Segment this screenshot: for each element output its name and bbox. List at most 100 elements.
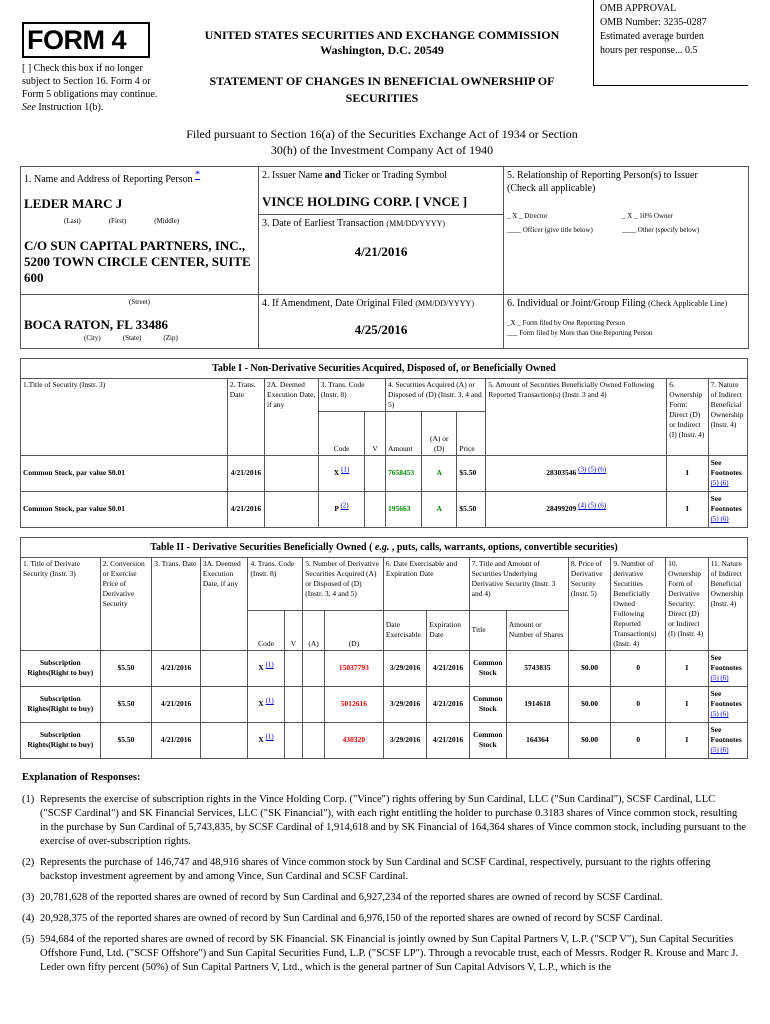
box1-address: (Last) (First) (Middle) C/O SUN CAPITAL PAR… — [20, 214, 259, 295]
footnote-link[interactable]: (5) (6) — [710, 674, 729, 682]
col-dprice: 8. Price of Derivative Security (Instr. … — [567, 556, 612, 651]
box2-label-b: Ticker or Trading Symbol — [343, 170, 448, 181]
box6: 6. Individual or Joint/Group Filing (Che… — [503, 293, 749, 349]
box1: 1. Name and Address of Reporting Person … — [20, 166, 259, 214]
table-row: Subscription Rights(Right to buy) $5.50 4/… — [20, 685, 748, 723]
amendment-date: 4/25/2016 — [354, 321, 408, 337]
footnote-link[interactable]: (2) — [340, 501, 349, 510]
col-form: 10. Ownership Form of Derivative Securit… — [665, 556, 709, 651]
sub-v: V — [364, 410, 386, 456]
box1-label: 1. Name and Address of Reporting Person — [24, 174, 193, 185]
see-text: See — [22, 102, 36, 113]
col-owned: 9. Number of derivative Securities Benef… — [610, 556, 667, 651]
sub-exercisable: Date Exercisable — [382, 609, 428, 651]
derivative-title: Subscription Rights(Right to buy) — [20, 685, 101, 723]
deemed-date — [264, 454, 319, 492]
col-code: 4. Trans. Code (Instr. 8) — [247, 556, 304, 611]
filed-pursuant: Filed pursuant to Section 16(a) of the S… — [186, 127, 578, 157]
first-label: (First) — [108, 217, 127, 225]
derivative-title: Subscription Rights(Right to buy) — [20, 721, 101, 759]
footnote-link[interactable]: (1) — [341, 465, 350, 474]
box6-sub: (Check Applicable Line) — [648, 298, 728, 308]
a-or-d: A — [421, 490, 458, 528]
omb-approval: OMB APPROVAL OMB Number: 3235-0287 Estimat… — [593, 0, 748, 86]
acquired-cell — [302, 721, 325, 759]
table-row: Common Stock, par value $0.01 4/21/2016 X … — [20, 454, 749, 492]
col-form: 6. Ownership Form: Direct (D) or Indirec… — [666, 377, 709, 456]
section16-note: [ ] Check this box if no longer subject … — [22, 62, 172, 114]
col-date: 2. Trans. Date — [226, 377, 266, 456]
omb-line: hours per response... 0.5 — [600, 45, 698, 56]
sub-expiration: Expiration Date — [426, 609, 470, 651]
v-cell — [364, 454, 386, 492]
footnote-number: (4) — [22, 912, 35, 924]
footnote-link[interactable]: (5) (6) — [710, 746, 729, 754]
deemed-date — [199, 685, 249, 723]
officer-check[interactable]: ____ Officer (give title below) — [507, 226, 593, 234]
title-eg: e.g. — [374, 541, 390, 553]
derivative-price: $0.00 — [567, 721, 612, 759]
trans-date: 4/21/2016 — [151, 721, 201, 759]
col-date: 3. Trans. Date — [151, 556, 201, 651]
box5: 5. Relationship of Reporting Person(s) t… — [503, 166, 749, 295]
footnote: (4) 20,928,375 of the reported shares are… — [22, 912, 748, 926]
footnote-link[interactable]: (1) — [265, 660, 274, 669]
footnote-link[interactable]: (4) (5) (6) — [578, 501, 607, 510]
deemed-date — [199, 721, 249, 759]
footnote: (3) 20,781,628 of the reported shares are… — [22, 891, 748, 905]
table2-title: Table II - Derivative Securities Benefic… — [20, 536, 748, 558]
v-cell — [364, 490, 386, 528]
expiration-date: 4/21/2016 — [426, 721, 470, 759]
other-check[interactable]: ____ Other (specify below) — [622, 226, 700, 234]
statement-title: STATEMENT OF CHANGES IN BENEFICIAL OWNER… — [209, 74, 555, 105]
footnote-link[interactable]: (5) (6) — [710, 710, 729, 718]
sub-aord: (A) or (D) — [421, 410, 458, 456]
date-exercisable: 3/29/2016 — [382, 649, 428, 687]
more-person-check[interactable]: ___ Form filed by More than One Reportin… — [507, 328, 653, 337]
nature: See Footnotes — [710, 458, 742, 477]
v-cell — [283, 721, 304, 759]
exercise-price: $5.50 — [99, 685, 153, 723]
sub-code: Code — [247, 609, 285, 651]
middle-label: (Middle) — [154, 217, 180, 225]
col-exercisable: 6. Date Exercisable and Expiration Date — [382, 556, 470, 611]
omb-line: Estimated average burden — [600, 31, 704, 42]
ten-percent-owner-check[interactable]: _ X _ 10% Owner — [622, 212, 673, 220]
director-check[interactable]: _ X _ Director — [507, 212, 548, 220]
footnote-number: (2) — [22, 856, 35, 868]
footnote-number: (5) — [22, 933, 35, 945]
amount: 195663 — [384, 490, 423, 528]
agency-location: Washington, D.C. 20549 — [320, 43, 444, 57]
table1-title: Table I - Non-Derivative Securities Acqu… — [20, 357, 748, 379]
omb-line: OMB APPROVAL — [600, 3, 677, 14]
amount-owned: 28499209 — [546, 504, 577, 513]
one-person-check[interactable]: _X _ Form filed by One Reporting Person — [507, 318, 626, 327]
footnote-link[interactable]: (3) (5) (6) — [578, 465, 607, 474]
ownership-form: I — [666, 490, 709, 528]
ownership-form: I — [666, 454, 709, 492]
footnote-text: 20,928,375 of the reported shares are ow… — [40, 912, 663, 924]
ownership-form: I — [665, 649, 709, 687]
exercise-price: $5.50 — [99, 649, 153, 687]
date-exercisable: 3/29/2016 — [382, 721, 428, 759]
table1-non-derivative: Table I - Non-Derivative Securities Acqu… — [20, 357, 749, 528]
reporting-info: 1. Name and Address of Reporting Person … — [20, 166, 749, 349]
box4-format: (MM/DD/YYYY) — [415, 298, 474, 308]
earliest-transaction-date: 4/21/2016 — [354, 243, 408, 259]
footnote-text: 594,684 of the reported shares are owned… — [40, 933, 739, 973]
acquired-cell — [302, 685, 325, 723]
sub-code: Code — [317, 410, 366, 456]
omb-line: OMB Number: 3235-0287 — [600, 17, 707, 28]
footnote-link[interactable]: (1) — [265, 696, 274, 705]
footnote-link[interactable]: (5) (6) — [710, 515, 729, 523]
col-price: 2. Conversion or Exercise Price of Deriv… — [99, 556, 153, 651]
deemed-date — [264, 490, 319, 528]
reporter-name: LEDER MARC J — [24, 196, 123, 211]
col-owned: 5. Amount of Securities Beneficially Own… — [485, 377, 668, 456]
derivative-title: Subscription Rights(Right to buy) — [20, 649, 101, 687]
box1-footnote-link[interactable]: * — [195, 169, 201, 181]
last-label: (Last) — [64, 217, 81, 225]
footnote-link[interactable]: (5) (6) — [710, 479, 729, 487]
footnote-link[interactable]: (1) — [265, 732, 274, 741]
owned-following: 0 — [610, 649, 667, 687]
